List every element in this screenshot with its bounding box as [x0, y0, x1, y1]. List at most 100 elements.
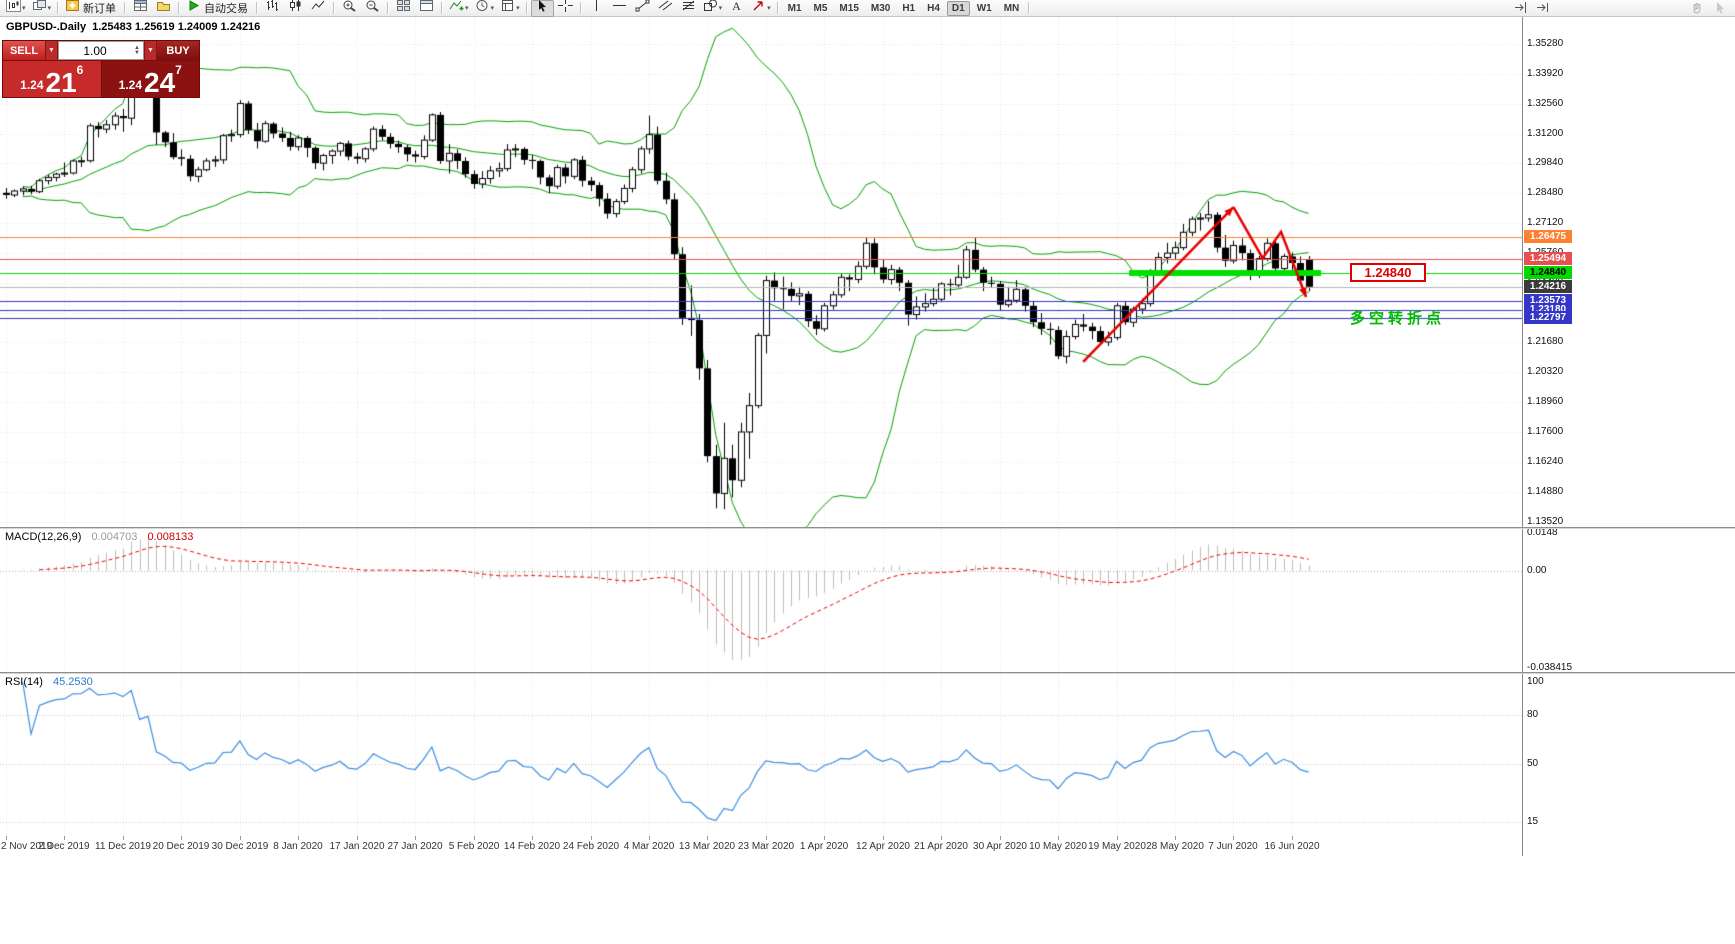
arrow-tools-button[interactable]: ▾ — [748, 0, 774, 17]
rsi-canvas[interactable] — [0, 674, 1522, 836]
channel-button[interactable] — [654, 0, 677, 17]
price-axis-label: 1.16240 — [1527, 455, 1564, 467]
indicators-button[interactable]: ▾ — [446, 0, 472, 17]
toolbar-separator — [256, 2, 259, 14]
auto-arrange-button[interactable] — [415, 0, 438, 17]
time-axis[interactable]: 2 Nov 2019 2 Dec 2019 11 Dec 2019 20 Dec 20… — [0, 836, 1522, 856]
price-level-label[interactable]: 1.24840 — [1350, 263, 1426, 283]
new-order-icon — [65, 0, 80, 17]
volume-value[interactable]: 1.00 — [83, 43, 107, 58]
time-axis-tick — [357, 836, 358, 840]
macd-value-signal: 0.008133 — [147, 531, 194, 543]
timeframe-d1[interactable]: D1 — [946, 0, 970, 16]
volume-stepper[interactable]: ▲ ▼ — [131, 44, 143, 56]
macd-axis-label: 0.0148 — [1527, 527, 1558, 538]
date-axis-label: 28 May 2020 — [1146, 841, 1204, 852]
date-axis-label: 21 Apr 2020 — [914, 841, 968, 852]
timeframe-m30[interactable]: M30 — [870, 2, 891, 14]
trendline-button[interactable] — [631, 0, 654, 17]
price-axis-label: 1.14880 — [1527, 485, 1564, 497]
new-order-button[interactable]: 新订单 — [62, 0, 121, 17]
timeframe-h4[interactable]: H4 — [927, 2, 940, 14]
date-axis-label: 5 Feb 2020 — [448, 841, 500, 852]
time-axis-tick — [123, 836, 124, 840]
buy-button[interactable]: BUY — [157, 41, 199, 60]
timeframe-m5[interactable]: M5 — [813, 2, 828, 14]
timeframe-m15[interactable]: M15 — [839, 2, 859, 14]
volume-up-icon[interactable]: ▲ — [134, 44, 140, 51]
tile-windows-icon — [396, 0, 411, 17]
periods-button[interactable]: ▾ — [472, 0, 498, 17]
date-axis-label: 20 Dec 2019 — [152, 841, 210, 852]
main-chart-canvas[interactable] — [0, 17, 1522, 527]
chevron-down-icon: ▾ — [516, 4, 520, 12]
buy-price-point: 7 — [175, 63, 182, 77]
price-axis-label: 1.32560 — [1527, 97, 1564, 109]
zoom-out-icon — [365, 0, 380, 17]
line-chart-button[interactable] — [307, 0, 330, 17]
autotrade-label: 自动交易 — [204, 3, 249, 15]
time-axis-tick — [1058, 836, 1059, 840]
arrow-cursor-button[interactable] — [1709, 1, 1732, 18]
macd-canvas[interactable] — [0, 529, 1522, 672]
hand-cursor-button[interactable] — [1686, 1, 1709, 18]
time-axis-tick — [1233, 836, 1234, 840]
templates-button[interactable]: ▾ — [497, 0, 523, 17]
timeframe-w1[interactable]: W1 — [976, 2, 992, 14]
date-axis-label: 11 Dec 2019 — [95, 841, 151, 852]
date-axis-label: 4 Mar 2020 — [623, 841, 675, 852]
volume-down-icon[interactable]: ▼ — [134, 49, 140, 56]
date-axis-label: 1 Apr 2020 — [799, 841, 849, 852]
autotrade-button[interactable]: 自动交易 — [183, 0, 253, 17]
shapes-button[interactable]: ▾ — [700, 0, 726, 17]
time-axis-tick — [591, 836, 592, 840]
zoom-in-button[interactable] — [338, 0, 361, 17]
panel-separator[interactable] — [0, 527, 1735, 529]
chart-ohlc-values: 1.25483 1.25619 1.24009 1.24216 — [92, 21, 261, 33]
tile-windows-button[interactable] — [392, 0, 415, 17]
vertical-line-button[interactable] — [585, 0, 608, 17]
sell-button[interactable]: SELL — [3, 41, 45, 60]
toolbar: ▾ ▾ 新订单 自动交易 ▾ ▾ ▾ ▾ A ▾ M1 M5 M15 M30 H1 H4 D1 W1 MN — [0, 0, 1735, 17]
date-axis-label: 16 Jun 2020 — [1264, 841, 1320, 852]
zoom-out-button[interactable] — [361, 0, 384, 17]
time-axis-tick — [707, 836, 708, 840]
timeframe-m1[interactable]: M1 — [787, 2, 802, 14]
sell-price-big-figure: 1.24 — [20, 78, 44, 92]
horizontal-line-button[interactable] — [608, 0, 631, 17]
sell-price-button[interactable]: 1.24 21 6 — [3, 61, 101, 97]
crosshair-button[interactable] — [554, 0, 577, 17]
panel-separator[interactable] — [0, 672, 1735, 674]
fibonacci-button[interactable] — [677, 0, 700, 17]
price-axis-label: 1.35280 — [1527, 38, 1564, 49]
date-axis-label: 12 Apr 2020 — [856, 841, 910, 852]
new-chart-icon — [6, 0, 21, 17]
sell-options-caret[interactable]: ▼ — [45, 41, 58, 60]
toolbar-separator — [178, 2, 181, 14]
market-watch-button[interactable] — [129, 0, 152, 17]
timeframe-mn[interactable]: MN — [1003, 2, 1020, 14]
level-price-badge: 1.22797 — [1524, 310, 1572, 324]
auto-scroll-button[interactable] — [1532, 1, 1555, 18]
volume-field[interactable]: 1.00 ▲ ▼ — [58, 41, 144, 60]
sell-button-label: SELL — [9, 44, 39, 57]
candle-chart-button[interactable] — [284, 0, 307, 17]
chevron-down-icon: ▾ — [465, 4, 469, 12]
annotation-note-text[interactable]: 多空转折点 — [1350, 309, 1446, 327]
timeframe-h1[interactable]: H1 — [902, 2, 916, 14]
cursor-button[interactable] — [530, 0, 554, 17]
arrow-cursor-icon — [1713, 1, 1728, 19]
bar-chart-button[interactable] — [261, 0, 284, 17]
profiles-button[interactable]: ▾ — [29, 0, 55, 17]
sell-price-point: 6 — [76, 63, 84, 77]
text-button[interactable]: A — [725, 0, 748, 17]
price-axis-label: 1.13520 — [1527, 515, 1564, 527]
chart-shift-button[interactable] — [1509, 1, 1532, 18]
new-chart-button[interactable]: ▾ — [3, 0, 29, 17]
buy-options-caret[interactable]: ▼ — [144, 41, 157, 60]
buy-price-button[interactable]: 1.24 24 7 — [100, 61, 199, 97]
text-icon: A — [729, 0, 744, 17]
horizontal-line-icon — [612, 0, 627, 17]
navigator-button[interactable] — [152, 0, 175, 17]
price-axis[interactable]: 1.35280 1.33920 1.32560 1.31200 1.29840 1.284… — [1522, 17, 1735, 856]
